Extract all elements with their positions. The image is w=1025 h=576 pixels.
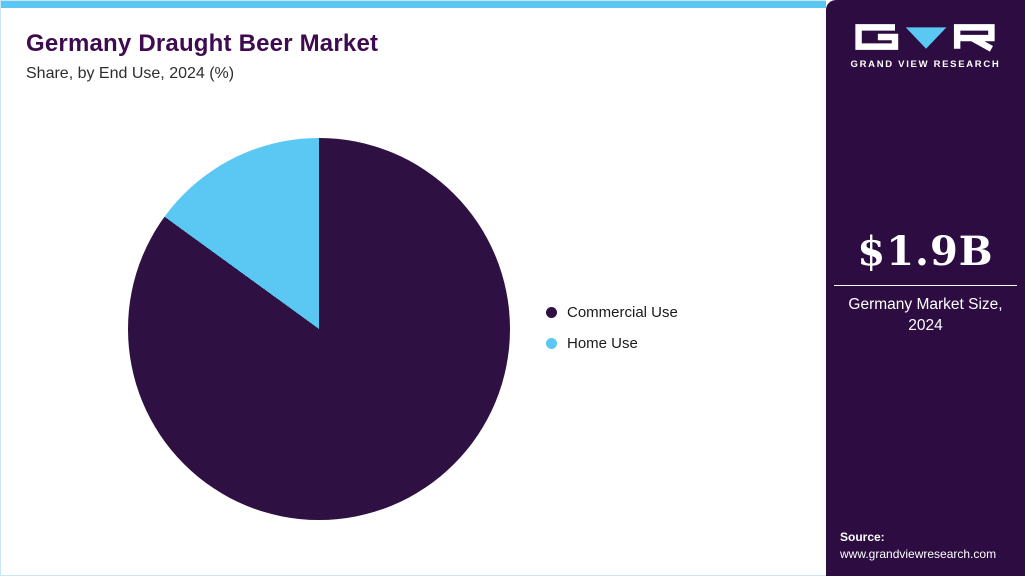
page-title: Germany Draught Beer Market [26,30,379,57]
chart-panel: Germany Draught Beer Market Share, by En… [0,0,826,576]
pie-chart [128,138,510,520]
source-label: Source: [840,530,885,545]
legend: Commercial Use Home Use [546,304,678,352]
source-block: Source: www.grandviewresearch.com [840,529,1019,563]
brand-name: GRAND VIEW RESEARCH [850,59,1001,70]
brand-sidebar: GRAND VIEW RESEARCH $1.9B Germany Market… [826,0,1025,576]
legend-label-commercial-use: Commercial Use [567,304,678,321]
legend-item-home-use: Home Use [546,335,678,352]
top-accent-bar [1,1,826,8]
legend-swatch-commercial-use [546,307,557,318]
market-size-label: Germany Market Size, 2024 [848,296,1003,334]
titles: Germany Draught Beer Market Share, by En… [1,8,826,83]
market-size-value: $1.9B [857,228,994,275]
legend-label-home-use: Home Use [567,335,638,352]
page-subtitle: Share, by End Use, 2024 (%) [26,65,235,82]
source-url[interactable]: www.grandviewresearch.com [840,547,997,562]
gvr-logo: GRAND VIEW RESEARCH [850,22,1000,70]
market-size-block: $1.9B Germany Market Size, 2024 [826,228,1025,337]
market-size-divider [834,285,1017,286]
legend-swatch-home-use [546,338,557,349]
gvr-logo-icon [855,24,996,52]
legend-item-commercial-use: Commercial Use [546,304,678,321]
